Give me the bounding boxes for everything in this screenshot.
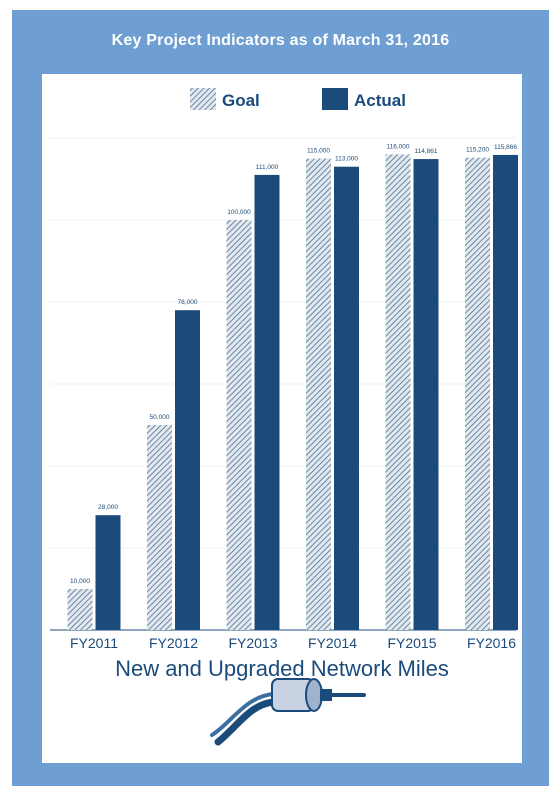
data-label-actual-fy2012: 78,000 [178,299,198,306]
bar-actual-fy2014 [334,166,359,630]
x-tick-label: FY2015 [387,635,436,651]
bar-goal-fy2013 [226,220,252,630]
bar-actual-fy2011 [95,515,121,630]
bar-actual-fy2012 [175,310,200,630]
bar-chart: Goal Actual 10,000 28,000 50,000 78,000 100,… [50,88,518,746]
network-cable-icon [210,678,366,746]
bar-goal-fy2016 [465,157,490,630]
bar-goal-fy2015 [385,154,411,630]
legend-label-actual: Actual [354,91,406,110]
bar-goal-fy2011 [67,589,93,630]
x-tick-label: FY2013 [228,635,277,651]
bar-actual-fy2015 [413,159,439,631]
data-label-goal-fy2016: 115,200 [466,147,489,154]
data-label-actual-fy2013: 111,000 [256,164,279,171]
data-label-goal-fy2013: 100,000 [227,209,251,216]
x-tick-label: FY2014 [308,635,357,651]
bar-actual-fy2013 [254,174,280,630]
data-labels: 10,000 28,000 50,000 78,000 100,000 111,000 11… [70,143,517,585]
data-label-goal-fy2015: 116,000 [386,143,409,150]
data-label-goal-fy2011: 10,000 [70,578,90,585]
data-label-goal-fy2012: 50,000 [150,414,170,421]
chart-title: Key Project Indicators as of March 31, 2… [111,32,450,49]
x-axis-ticks: FY2011 FY2012 FY2013 FY2014 FY2015 FY2016 [70,635,516,651]
legend-swatch-actual [322,88,348,110]
legend-label-goal: Goal [222,91,260,110]
data-label-actual-fy2014: 113,000 [335,156,358,163]
data-label-actual-fy2011: 28,000 [98,504,118,511]
x-tick-label: FY2011 [70,635,118,651]
bar-goal-fy2012 [147,425,172,630]
x-tick-label: FY2012 [149,635,198,651]
bar-goal-fy2014 [306,158,331,630]
data-label-actual-fy2015: 114,861 [414,148,437,155]
legend: Goal Actual [190,88,406,110]
data-label-goal-fy2014: 115,000 [307,148,330,155]
chart-frame: Key Project Indicators as of March 31, 2… [12,10,549,786]
bar-actual-fy2016 [493,154,518,630]
data-label-actual-fy2016: 115,866 [494,144,517,151]
chart-panel: Goal Actual 10,000 28,000 50,000 78,000 100,… [42,74,522,763]
grid [50,137,516,631]
x-tick-label: FY2016 [467,635,516,651]
legend-swatch-goal [190,88,216,110]
x-axis-label: New and Upgraded Network Miles [115,656,449,681]
bars [67,154,518,631]
